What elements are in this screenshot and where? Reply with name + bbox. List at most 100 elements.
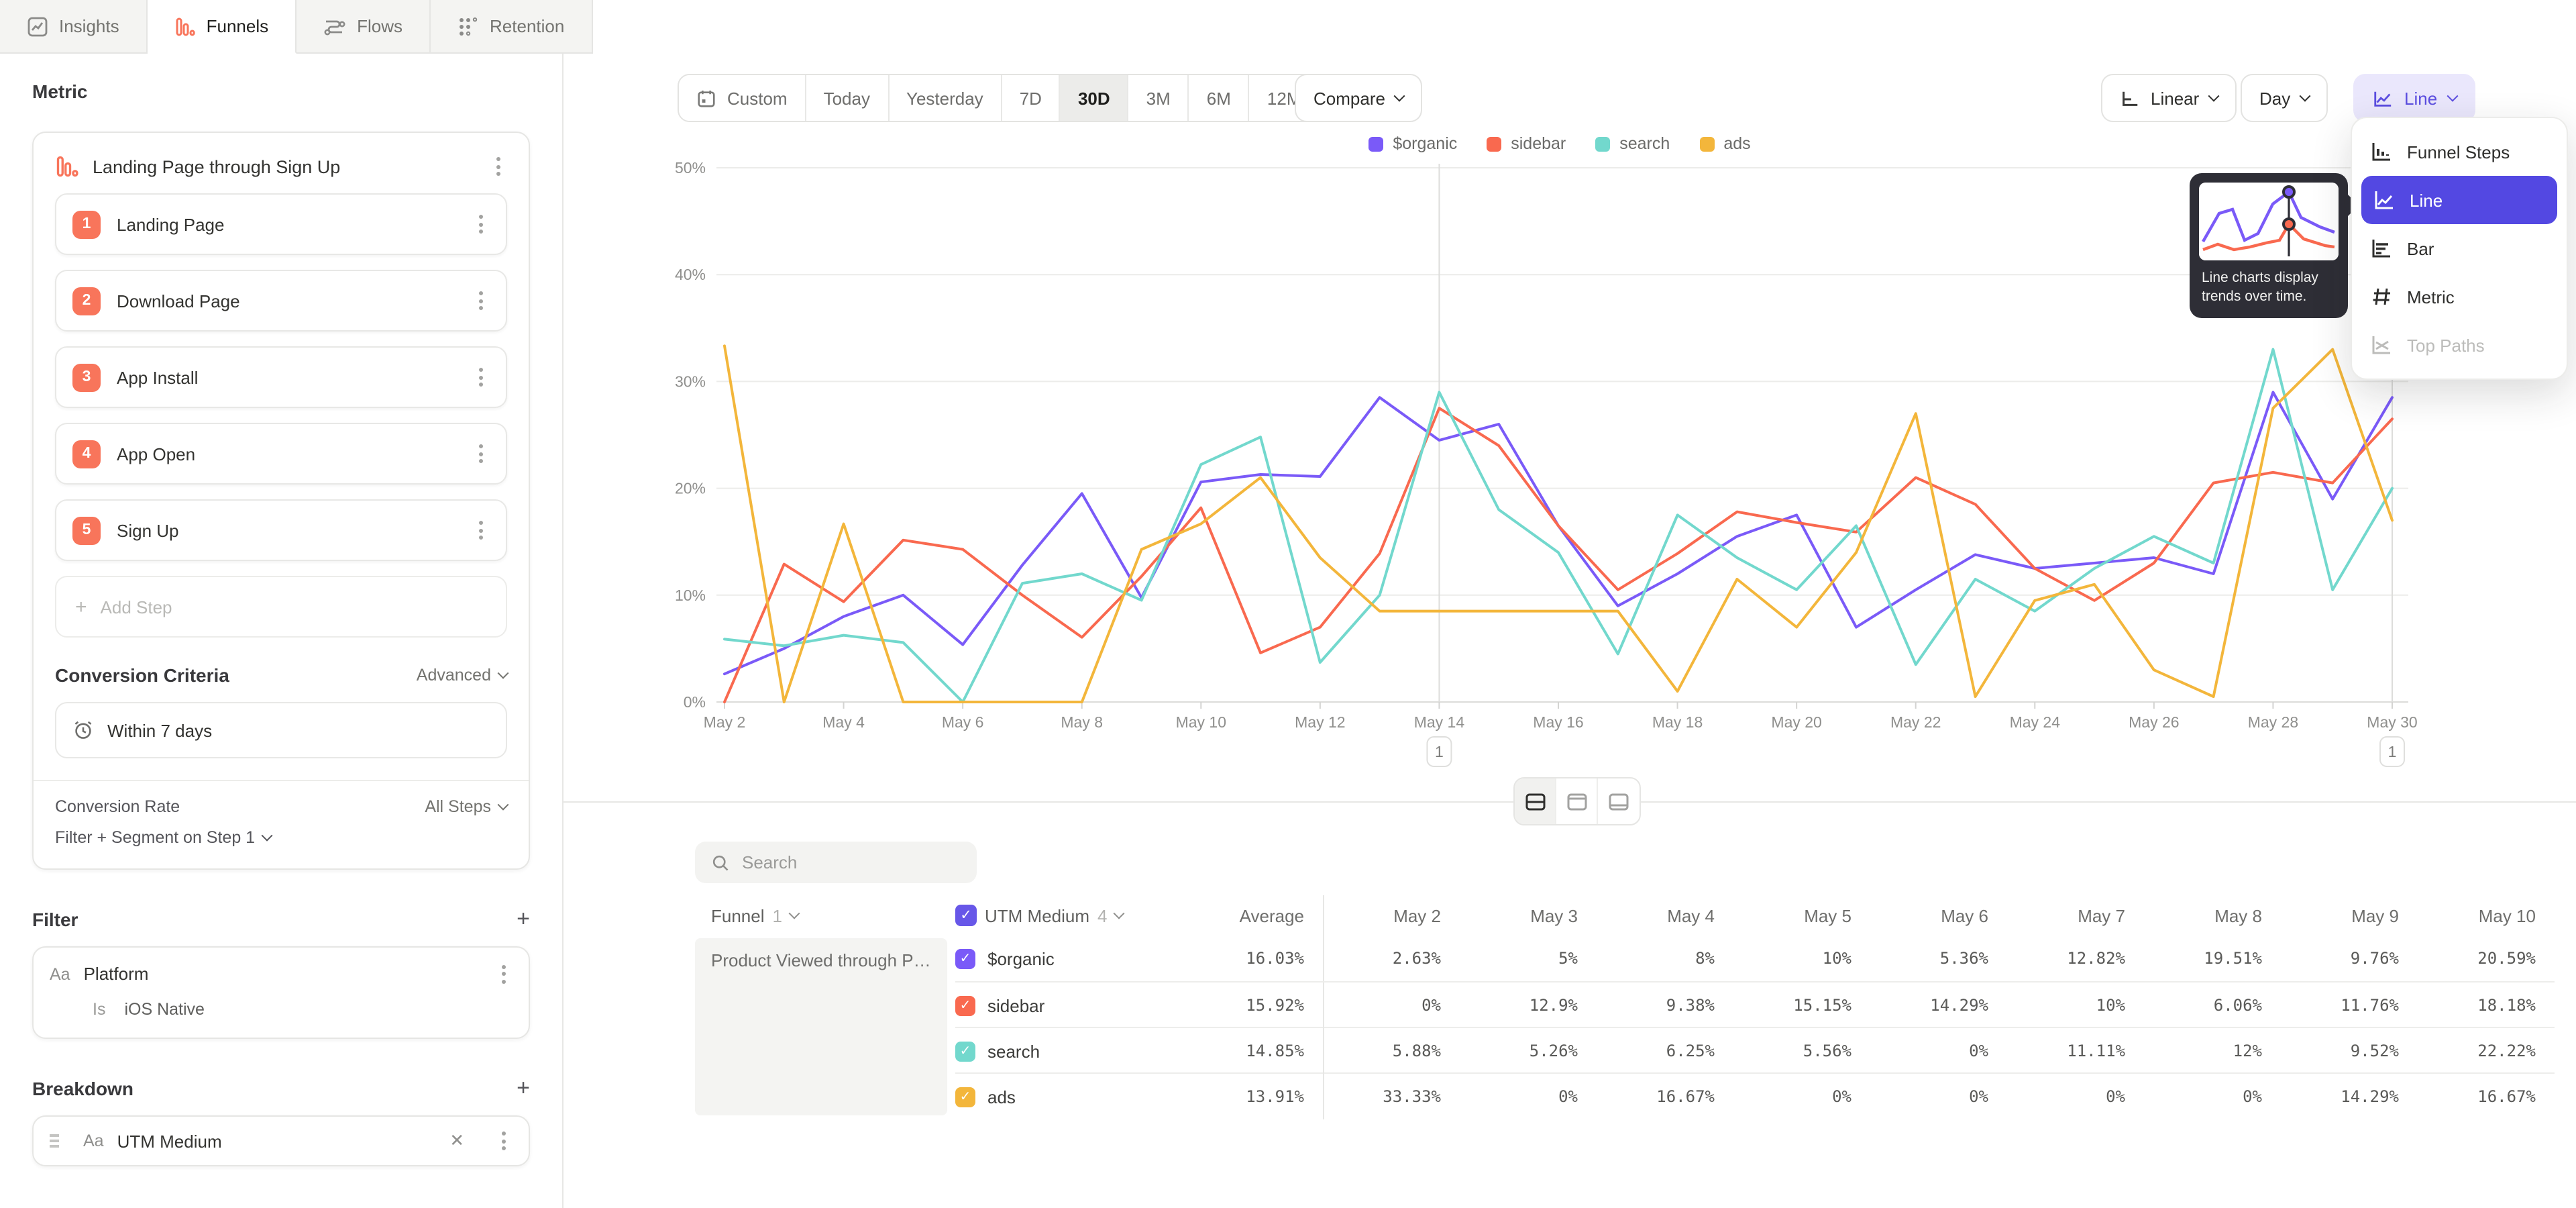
tab-retention[interactable]: Retention [431, 0, 592, 54]
y-axis-label: 0% [684, 693, 706, 711]
funnel-step-4[interactable]: 4 App Open [55, 423, 507, 485]
layout-split-view-button[interactable] [1515, 778, 1556, 824]
table-row[interactable]: ✓sidebar 15.92% 0%12.9%9.38%15.15%14.29%… [955, 981, 2555, 1027]
date-column-header[interactable]: May 3 [1460, 905, 1597, 925]
add-step-button[interactable]: + Add Step [55, 576, 507, 638]
funnel-name-cell[interactable]: Product Viewed through P… [695, 938, 947, 1115]
tab-insights[interactable]: Insights [0, 0, 148, 54]
step-kebab-icon[interactable] [471, 521, 490, 540]
annotation-marker[interactable]: 1 [1427, 737, 1451, 766]
table-cell: 5.56% [1733, 1042, 1870, 1060]
table-cell: 0% [1323, 983, 1460, 1028]
funnel-step-1[interactable]: 1 Landing Page [55, 193, 507, 255]
range-3m[interactable]: 3M [1129, 75, 1189, 121]
series-checkbox[interactable]: ✓ [955, 995, 975, 1015]
date-column-header[interactable]: May 9 [2281, 905, 2418, 925]
search-input[interactable] [742, 852, 943, 872]
annotation-marker[interactable]: 1 [2380, 737, 2404, 766]
menu-item-bar[interactable]: Bar [2352, 224, 2567, 272]
date-column-header[interactable]: May 4 [1597, 905, 1733, 925]
date-column-header[interactable]: May 2 [1323, 895, 1460, 936]
filter-kebab-icon[interactable] [494, 964, 513, 983]
step-kebab-icon[interactable] [471, 291, 490, 310]
plus-icon: + [75, 595, 87, 618]
filter-segment-dropdown[interactable]: Filter + Segment on Step 1 [55, 828, 271, 847]
filter-value[interactable]: iOS Native [124, 1000, 205, 1019]
date-column-header[interactable]: May 10 [2418, 905, 2555, 925]
range-6m[interactable]: 6M [1189, 75, 1250, 121]
legend-item[interactable]: search [1595, 134, 1670, 153]
search-icon [711, 853, 730, 872]
line-icon [2373, 189, 2395, 211]
funnel-column-header[interactable]: Funnel 1 [695, 905, 955, 925]
date-column-header[interactable]: May 5 [1733, 905, 1870, 925]
table-row[interactable]: ✓ads 13.91% 33.33%0%16.67%0%0%0%0%14.29%… [955, 1072, 2555, 1118]
filter-operator[interactable]: Is [93, 1000, 105, 1019]
all-steps-dropdown[interactable]: All Steps [425, 797, 507, 816]
layout-chart-only-button[interactable] [1556, 778, 1598, 824]
menu-item-top-paths[interactable]: Top Paths [2352, 321, 2567, 369]
filter-card[interactable]: Aa Platform Is iOS Native [32, 946, 530, 1039]
funnel-step-3[interactable]: 3 App Install [55, 346, 507, 408]
table-cell: 0% [2144, 1087, 2281, 1106]
legend-item[interactable]: $organic [1368, 134, 1457, 153]
range-7d[interactable]: 7D [1002, 75, 1061, 121]
range-today[interactable]: Today [806, 75, 889, 121]
x-axis-label: May 22 [1890, 713, 1941, 731]
legend-swatch [1699, 136, 1714, 151]
granularity-dropdown[interactable]: Day [2241, 74, 2328, 122]
table-row[interactable]: ✓$organic 16.03% 2.63%5%8%10%5.36%12.82%… [955, 936, 2555, 981]
chevron-down-icon [2300, 91, 2311, 102]
legend-item[interactable]: ads [1699, 134, 1750, 153]
remove-breakdown-icon[interactable]: ✕ [449, 1130, 464, 1152]
hash-icon [2371, 286, 2392, 307]
table-row[interactable]: ✓search 14.85% 5.88%5.26%6.25%5.56%0%11.… [955, 1027, 2555, 1072]
step-kebab-icon[interactable] [471, 444, 490, 463]
breakdown-kebab-icon[interactable] [494, 1131, 513, 1150]
step-kebab-icon[interactable] [471, 368, 490, 387]
select-all-checkbox[interactable]: ✓ [955, 905, 977, 926]
breakdown-column-header[interactable]: ✓ UTM Medium 4 [955, 905, 1183, 926]
step-kebab-icon[interactable] [471, 215, 490, 234]
chevron-down-icon [498, 668, 509, 679]
layout-table-only-button[interactable] [1598, 778, 1640, 824]
date-column-header[interactable]: May 8 [2144, 905, 2281, 925]
legend-item[interactable]: sidebar [1487, 134, 1566, 153]
menu-item-metric[interactable]: Metric [2352, 272, 2567, 321]
date-column-header[interactable]: May 7 [2007, 905, 2144, 925]
breakdown-card[interactable]: Aa UTM Medium ✕ [32, 1115, 530, 1166]
table-cell: 20.59% [2418, 949, 2555, 968]
chevron-down-icon [1114, 908, 1125, 919]
range-yesterday[interactable]: Yesterday [889, 75, 1002, 121]
funnels-icon [174, 15, 196, 37]
average-column-header[interactable]: Average [1183, 905, 1323, 925]
main-panel: Custom Today Yesterday 7D 30D 3M 6M 12M … [564, 54, 2576, 1208]
table-cell: 9.52% [2281, 1042, 2418, 1060]
series-checkbox[interactable]: ✓ [955, 1041, 975, 1061]
tooltip-mini-chart [2199, 183, 2339, 260]
funnel-step-2[interactable]: 2 Download Page [55, 270, 507, 332]
menu-item-line[interactable]: Line [2361, 176, 2557, 224]
all-steps-label: All Steps [425, 797, 491, 816]
date-column-header[interactable]: May 6 [1870, 905, 2007, 925]
series-checkbox[interactable]: ✓ [955, 1087, 975, 1107]
chart-type-dropdown[interactable]: Line [2353, 74, 2475, 122]
funnel-step-5[interactable]: 5 Sign Up [55, 499, 507, 561]
conversion-window-label: Within 7 days [107, 720, 212, 740]
compare-button[interactable]: Compare [1295, 74, 1423, 122]
funnel-kebab-icon[interactable] [488, 157, 507, 176]
chart-type-tooltip: Line charts display trends over time. [2190, 173, 2348, 319]
range-custom[interactable]: Custom [679, 75, 806, 121]
series-checkbox[interactable]: ✓ [955, 948, 975, 968]
add-filter-button[interactable]: + [517, 907, 530, 930]
tab-funnels[interactable]: Funnels [148, 0, 297, 54]
menu-item-funnel-steps[interactable]: Funnel Steps [2352, 128, 2567, 176]
scale-dropdown[interactable]: Linear [2101, 74, 2237, 122]
advanced-label: Advanced [417, 666, 491, 685]
drag-handle-icon[interactable] [50, 1135, 59, 1148]
range-30d[interactable]: 30D [1061, 75, 1129, 121]
advanced-dropdown[interactable]: Advanced [417, 666, 507, 685]
tab-flows[interactable]: Flows [297, 0, 431, 54]
add-breakdown-button[interactable]: + [517, 1076, 530, 1099]
conversion-window-button[interactable]: Within 7 days [55, 702, 507, 758]
